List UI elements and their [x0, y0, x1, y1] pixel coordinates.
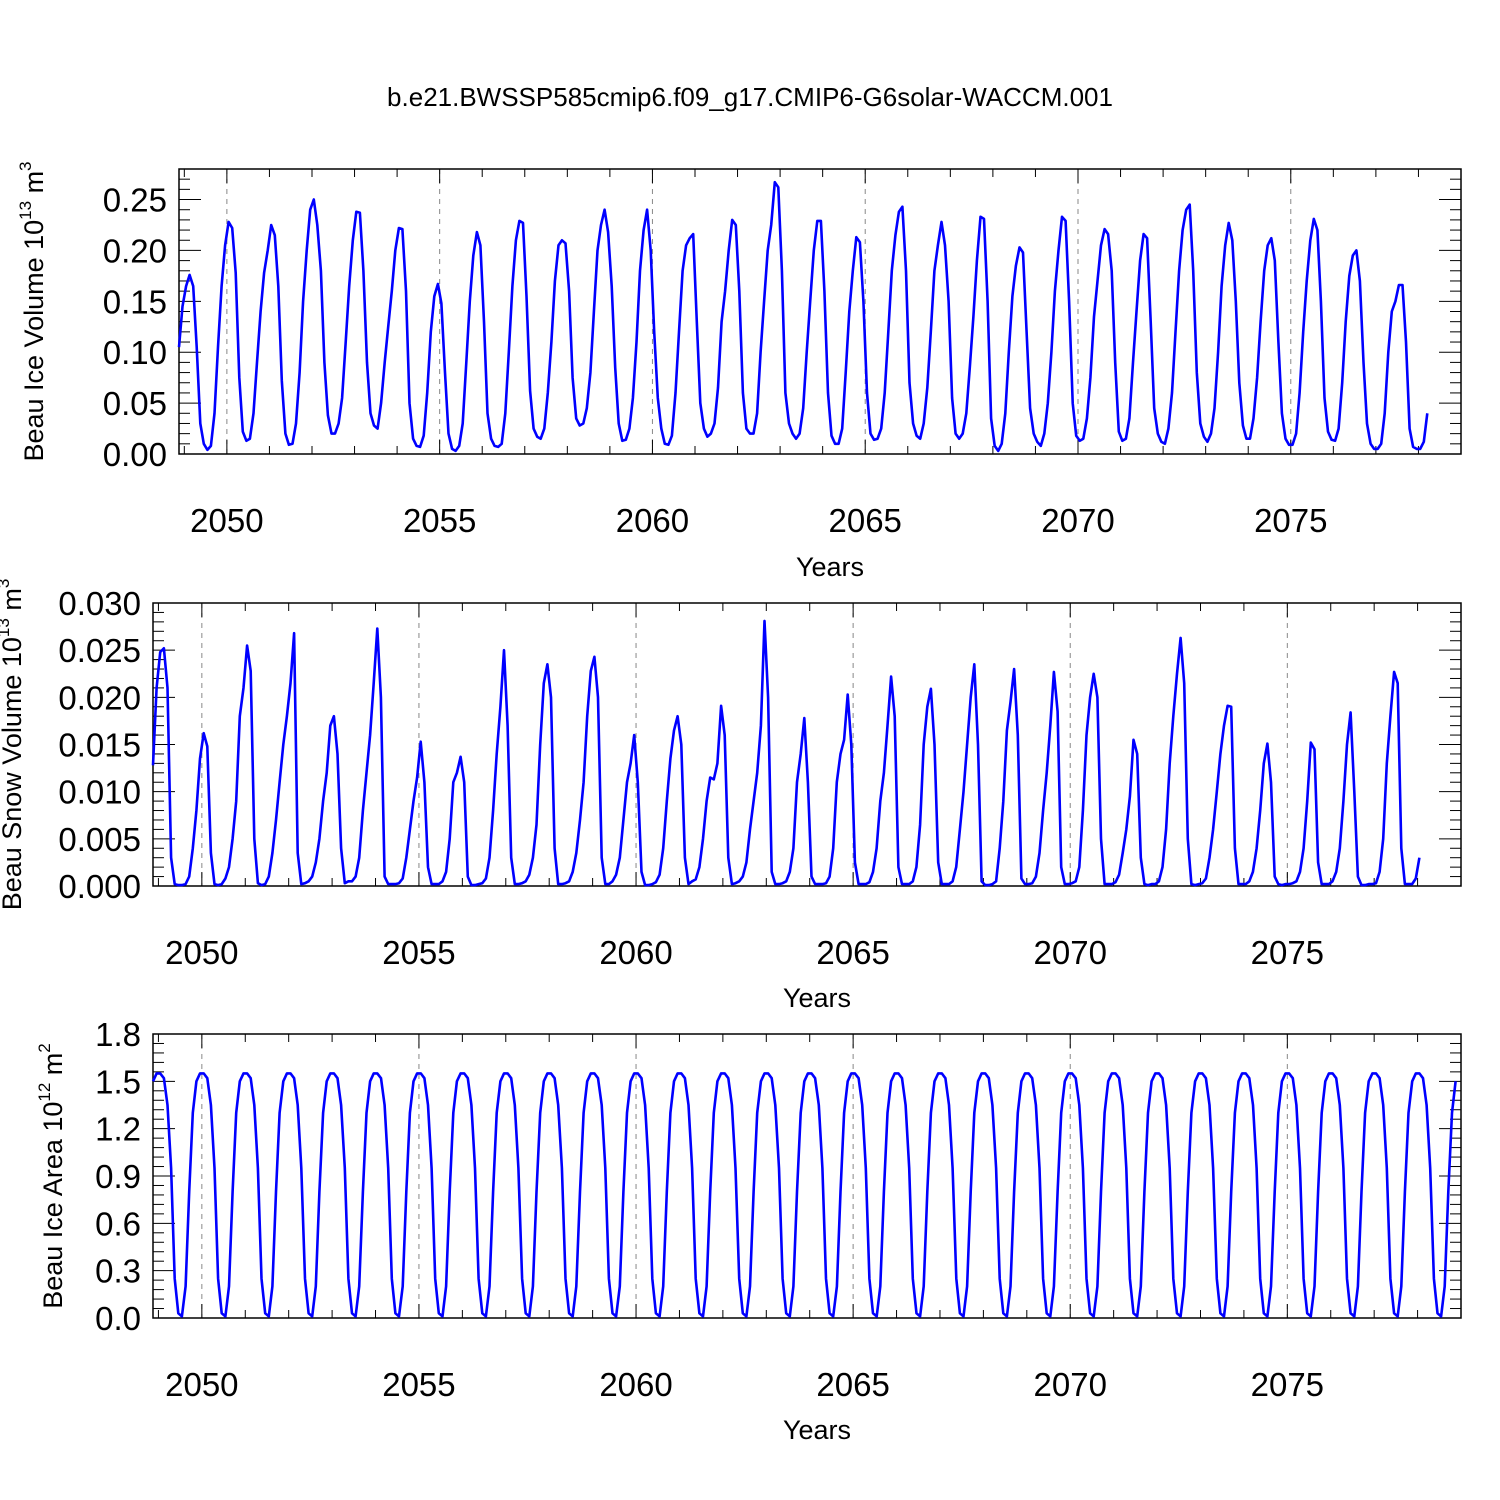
x-tick-label: 2060	[616, 502, 689, 539]
y-tick-label: 1.8	[95, 1016, 141, 1053]
x-axis-label: Years	[796, 552, 864, 582]
x-tick-label: 2050	[190, 502, 263, 539]
y-tick-label: 0.9	[95, 1158, 141, 1195]
y-tick-label: 0.10	[103, 334, 167, 371]
x-tick-label: 2070	[1041, 502, 1114, 539]
y-axis-label: Beau Ice Area 1012 m2	[35, 1043, 68, 1309]
y-tick-label: 0.020	[58, 679, 141, 716]
x-axis-label: Years	[783, 983, 851, 1013]
y-tick-label: 1.2	[95, 1111, 141, 1148]
y-tick-label: 0.025	[58, 632, 141, 669]
series-line-1	[151, 1072, 1457, 1318]
panel-2: 0.000 0.005 0.010 0.015 0.020 0.025 0.030 2050 2…	[0, 579, 1462, 1013]
y-tick-label: 0.010	[58, 774, 141, 811]
y-axis-label: Beau Snow Volume 1013 m3	[0, 579, 27, 911]
panel-3: 0.0 0.3 0.6 0.9 1.2 1.5 1.8 2050 2055 2060 2065 207…	[35, 1016, 1462, 1445]
x-axis-label: Years	[783, 1415, 851, 1445]
x-tick-label: 2050	[165, 934, 238, 971]
x-tick-label: 2050	[165, 1366, 238, 1403]
y-tick-label: 0.005	[58, 821, 141, 858]
x-tick-label: 2075	[1254, 502, 1327, 539]
x-tick-label: 2075	[1251, 934, 1324, 971]
panels: 0.00 0.05 0.10 0.15 0.20 0.25 2050 2055 2060 2065…	[0, 161, 1462, 1445]
x-tick-label: 2065	[816, 934, 889, 971]
x-tick-label: 2070	[1034, 934, 1107, 971]
panel-1: 0.00 0.05 0.10 0.15 0.20 0.25 2050 2055 2060 2065…	[16, 161, 1462, 582]
y-tick-label: 0.15	[103, 283, 167, 320]
series-line-1	[177, 180, 1429, 453]
y-tick-label: 0.015	[58, 727, 141, 764]
x-tick-label: 2065	[816, 1366, 889, 1403]
x-tick-label: 2055	[403, 502, 476, 539]
y-tick-label: 0.25	[103, 182, 167, 219]
x-tick-label: 2060	[599, 1366, 672, 1403]
y-tick-label: 0.20	[103, 232, 167, 269]
figure-title: b.e21.BWSSP585cmip6.f09_g17.CMIP6-G6sola…	[387, 82, 1113, 112]
y-tick-label: 0.030	[58, 585, 141, 622]
y-tick-label: 0.00	[103, 436, 167, 473]
y-axis-label: Beau Ice Volume 1013 m3	[16, 161, 49, 461]
x-tick-label: 2055	[382, 934, 455, 971]
y-tick-label: 0.000	[58, 868, 141, 905]
y-tick-label: 0.0	[95, 1300, 141, 1337]
x-tick-label: 2075	[1251, 1366, 1324, 1403]
x-tick-label: 2065	[829, 502, 902, 539]
y-tick-label: 0.05	[103, 385, 167, 422]
y-tick-label: 1.5	[95, 1063, 141, 1100]
x-tick-label: 2070	[1034, 1366, 1107, 1403]
series-line-1	[151, 619, 1421, 887]
x-tick-label: 2060	[599, 934, 672, 971]
y-tick-label: 0.3	[95, 1253, 141, 1290]
y-tick-label: 0.6	[95, 1205, 141, 1242]
x-tick-label: 2055	[382, 1366, 455, 1403]
